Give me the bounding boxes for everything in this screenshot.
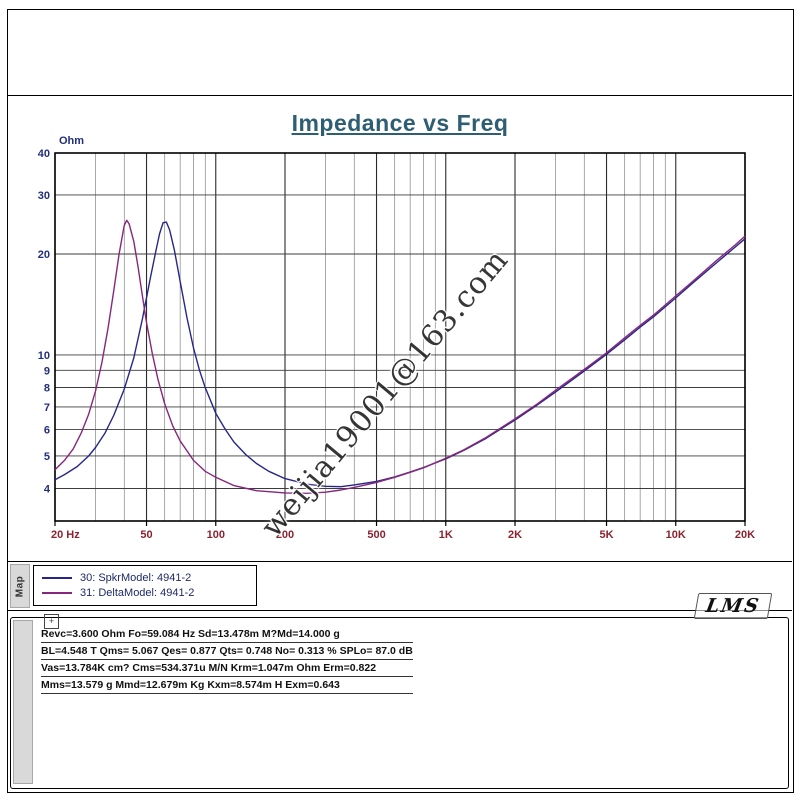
parameter-lines: Revc=3.600 Ohm Fo=59.084 Hz Sd=13.478m M…: [41, 628, 413, 696]
svg-text:5: 5: [44, 451, 50, 463]
cursor-marker-icon: +: [44, 614, 59, 629]
parameter-line: Vas=13.784K cm? Cms=534.371u M/N Krm=1.0…: [41, 662, 413, 677]
chart-panel: Impedance vs Freq 20 Hz 50 100 200 500 1K 2K 5K…: [8, 95, 792, 629]
chart-title: Impedance vs Freq: [291, 110, 509, 136]
svg-text:20K: 20K: [735, 529, 755, 541]
svg-text:8: 8: [44, 382, 50, 394]
legend-line-sample: [42, 576, 72, 579]
svg-text:9: 9: [44, 365, 50, 377]
legend-item: 31: DeltaModel: 4941-2: [42, 586, 248, 601]
svg-text:Ohm: Ohm: [59, 135, 84, 147]
svg-text:500: 500: [367, 529, 385, 541]
svg-text:6: 6: [44, 424, 50, 436]
left-gray-strip: [13, 620, 33, 784]
parameter-line: BL=4.548 T Qms= 5.067 Qes= 0.877 Qts= 0.…: [41, 645, 413, 660]
lms-logo: LMS: [693, 593, 773, 619]
svg-text:7: 7: [44, 402, 50, 414]
legend-label: 31: DeltaModel: 4941-2: [80, 587, 195, 600]
svg-text:30: 30: [38, 190, 50, 202]
legend-box: 30: SpkrModel: 4941-2 31: DeltaModel: 494…: [33, 565, 257, 606]
svg-text:2K: 2K: [508, 529, 522, 541]
outer-border: [7, 9, 794, 793]
svg-text:20 Hz: 20 Hz: [51, 529, 80, 541]
svg-text:40: 40: [38, 148, 50, 160]
svg-text:20: 20: [38, 249, 50, 261]
map-tab-label: Map: [14, 575, 26, 597]
svg-text:5K: 5K: [599, 529, 613, 541]
legend-label: 30: SpkrModel: 4941-2: [80, 571, 192, 584]
svg-text:1K: 1K: [439, 529, 453, 541]
svg-text:100: 100: [207, 529, 225, 541]
legend-item: 30: SpkrModel: 4941-2: [42, 570, 248, 585]
svg-text:10K: 10K: [666, 529, 686, 541]
impedance-plot: 20 Hz 50 100 200 500 1K 2K 5K 10K 20K 40 30 20 10 9 8 7 6…: [38, 135, 755, 541]
lms-logo-text: LMS: [704, 595, 763, 617]
parameter-line: Revc=3.600 Ohm Fo=59.084 Hz Sd=13.478m M…: [41, 628, 413, 643]
parameters-panel: Revc=3.600 Ohm Fo=59.084 Hz Sd=13.478m M…: [10, 617, 789, 789]
svg-text:200: 200: [276, 529, 294, 541]
parameter-line: Mms=13.579 g Mmd=12.679m Kg Kxm=8.574m H…: [41, 679, 413, 694]
svg-text:10: 10: [38, 350, 50, 362]
legend-line-sample: [42, 592, 72, 595]
svg-text:4: 4: [44, 483, 51, 495]
svg-text:50: 50: [140, 529, 152, 541]
map-tab: Map: [10, 564, 30, 608]
legend-panel: Map 30: SpkrModel: 4941-2 31: DeltaModel:…: [8, 561, 792, 611]
